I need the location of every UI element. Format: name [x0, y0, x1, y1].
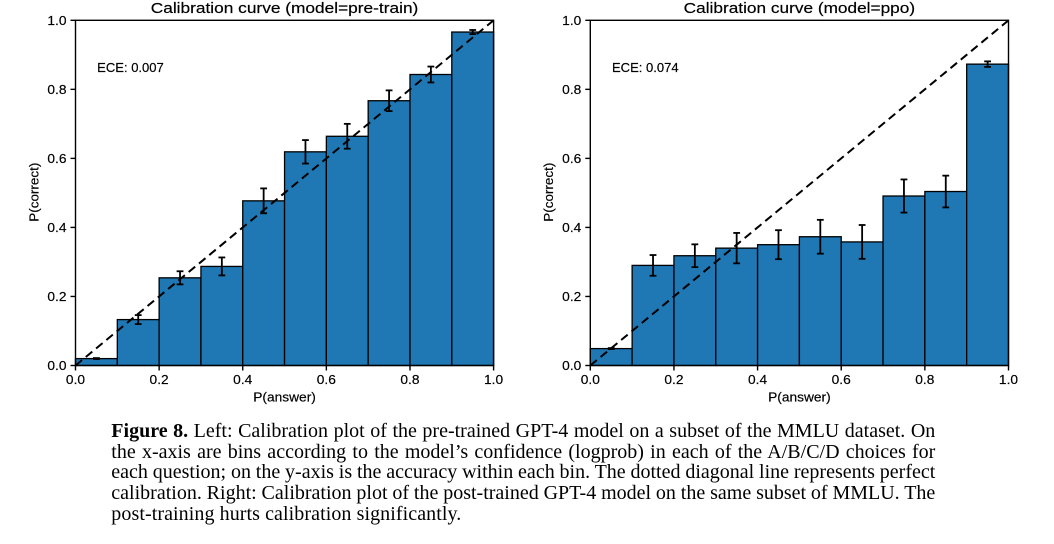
svg-text:0.0: 0.0: [562, 358, 581, 373]
svg-text:Calibration curve (model=pre-t: Calibration curve (model=pre-train): [151, 1, 419, 17]
svg-text:0.6: 0.6: [317, 372, 336, 387]
svg-text:1.0: 1.0: [562, 13, 581, 28]
svg-text:0.8: 0.8: [915, 372, 934, 387]
svg-text:P(correct): P(correct): [26, 163, 41, 222]
svg-text:0.6: 0.6: [832, 372, 851, 387]
svg-text:0.2: 0.2: [664, 372, 683, 387]
svg-text:P(correct): P(correct): [541, 163, 556, 222]
svg-text:0.8: 0.8: [47, 82, 66, 97]
svg-text:0.2: 0.2: [150, 372, 169, 387]
svg-text:0.4: 0.4: [47, 220, 66, 235]
svg-text:0.6: 0.6: [562, 151, 581, 166]
svg-text:1.0: 1.0: [484, 372, 503, 387]
svg-text:1.0: 1.0: [999, 372, 1018, 387]
svg-text:0.4: 0.4: [562, 220, 581, 235]
svg-text:0.6: 0.6: [47, 151, 66, 166]
svg-text:0.0: 0.0: [66, 372, 85, 387]
svg-text:Calibration curve (model=ppo): Calibration curve (model=ppo): [684, 1, 915, 17]
svg-text:1.0: 1.0: [47, 13, 66, 28]
svg-text:0.2: 0.2: [562, 289, 581, 304]
svg-text:0.4: 0.4: [748, 372, 767, 387]
svg-text:0.8: 0.8: [400, 372, 419, 387]
svg-text:P(answer): P(answer): [768, 390, 831, 405]
svg-text:0.4: 0.4: [233, 372, 252, 387]
svg-text:0.0: 0.0: [47, 358, 66, 373]
svg-text:0.8: 0.8: [562, 82, 581, 97]
svg-text:ECE: 0.007: ECE: 0.007: [97, 60, 164, 75]
svg-text:P(answer): P(answer): [253, 390, 316, 405]
svg-text:0.0: 0.0: [581, 372, 600, 387]
svg-text:0.2: 0.2: [47, 289, 66, 304]
svg-text:ECE: 0.074: ECE: 0.074: [612, 60, 679, 75]
